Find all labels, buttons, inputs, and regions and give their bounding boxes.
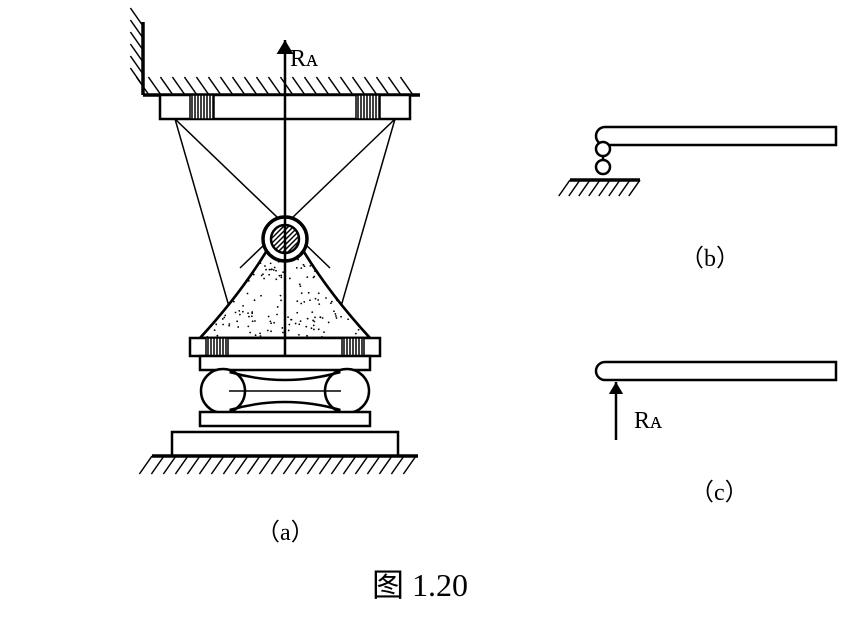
figure-svg [0, 0, 867, 617]
force-label-a: Rᴀ [290, 46, 318, 73]
force-label-c: Rᴀ [634, 408, 662, 435]
panel-label-b: （b） [680, 238, 740, 273]
panel-label-c: （c） [690, 472, 749, 507]
figure-caption: 图 1.20 [372, 560, 468, 606]
figure-stage: Rᴀ （a） （b） Rᴀ （c） 图 1.20 [0, 0, 867, 617]
panel-label-a: （a） [256, 512, 315, 547]
